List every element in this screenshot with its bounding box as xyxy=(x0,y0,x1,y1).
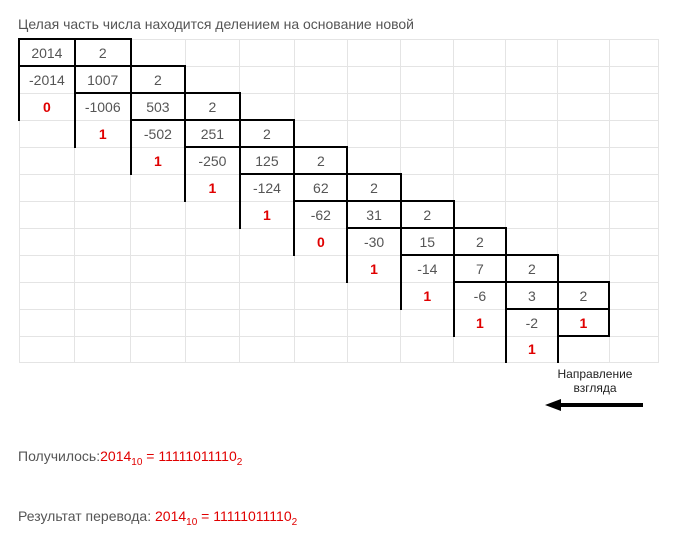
remainder: 0 xyxy=(294,228,347,255)
cell: 31 xyxy=(347,201,400,228)
result2-prefix: Результат перевода: xyxy=(18,508,155,524)
remainder: 1 xyxy=(240,201,295,228)
cell: 3 xyxy=(506,282,558,309)
cell: -62 xyxy=(294,201,347,228)
cell: 251 xyxy=(185,120,240,147)
remainder: 1 xyxy=(506,336,558,363)
remainder: 1 xyxy=(185,174,240,201)
cell: 2 xyxy=(347,174,400,201)
arrow-text-1: Направление xyxy=(558,367,633,381)
cell: 125 xyxy=(240,147,295,174)
division-table: 2014 2 -2014 1007 2 0 -1006 503 2 1 -502… xyxy=(18,38,659,363)
cell: 2 xyxy=(185,93,240,120)
remainder: 1 xyxy=(454,309,506,336)
result2-bin: 11111011110 xyxy=(213,508,291,524)
direction-label: Направление взгляда xyxy=(535,367,655,412)
remainder: 1 xyxy=(131,147,186,174)
result1-prefix: Получилось: xyxy=(18,448,100,464)
result1-num: 2014 xyxy=(100,448,131,464)
cell: -250 xyxy=(185,147,240,174)
remainder: 0 xyxy=(19,93,75,120)
cell: -14 xyxy=(401,255,454,282)
result1-bin: 11111011110 xyxy=(158,448,236,464)
result2-base1: 10 xyxy=(186,516,197,527)
cell: -502 xyxy=(131,120,186,147)
cell: 2 xyxy=(558,282,609,309)
cell: -2014 xyxy=(19,66,75,93)
cell: 2 xyxy=(454,228,506,255)
cell: 7 xyxy=(454,255,506,282)
cell: 62 xyxy=(294,174,347,201)
remainder: 1 xyxy=(558,309,609,336)
cell: -124 xyxy=(240,174,295,201)
result1-eq: = xyxy=(142,448,158,464)
cell: 2 xyxy=(401,201,454,228)
result-line-2: Результат перевода: 201410 = 11111011110… xyxy=(18,508,659,528)
cell: 2 xyxy=(506,255,558,282)
result2-base2: 2 xyxy=(292,516,298,527)
cell: 1007 xyxy=(75,66,131,93)
cell: 2 xyxy=(294,147,347,174)
remainder: 1 xyxy=(347,255,400,282)
cell: 2 xyxy=(131,66,186,93)
page-title: Целая часть числа находится делением на … xyxy=(18,16,659,32)
arrow-left-icon xyxy=(545,398,645,412)
cell: 15 xyxy=(401,228,454,255)
cell: 2 xyxy=(75,39,131,66)
cell: 2014 xyxy=(19,39,75,66)
result2-eq: = xyxy=(197,508,213,524)
cell: -6 xyxy=(454,282,506,309)
result1-base2: 2 xyxy=(237,457,243,468)
remainder: 1 xyxy=(75,120,131,147)
result2-num: 2014 xyxy=(155,508,186,524)
cell: -1006 xyxy=(75,93,131,120)
cell: 2 xyxy=(240,120,295,147)
arrow-text-2: взгляда xyxy=(573,381,616,395)
remainder: 1 xyxy=(401,282,454,309)
cell: -2 xyxy=(506,309,558,336)
cell: 503 xyxy=(131,93,186,120)
result1-base1: 10 xyxy=(131,457,142,468)
cell: -30 xyxy=(347,228,400,255)
result-line-1: Получилось:201410 = 111110111102 xyxy=(18,448,659,468)
